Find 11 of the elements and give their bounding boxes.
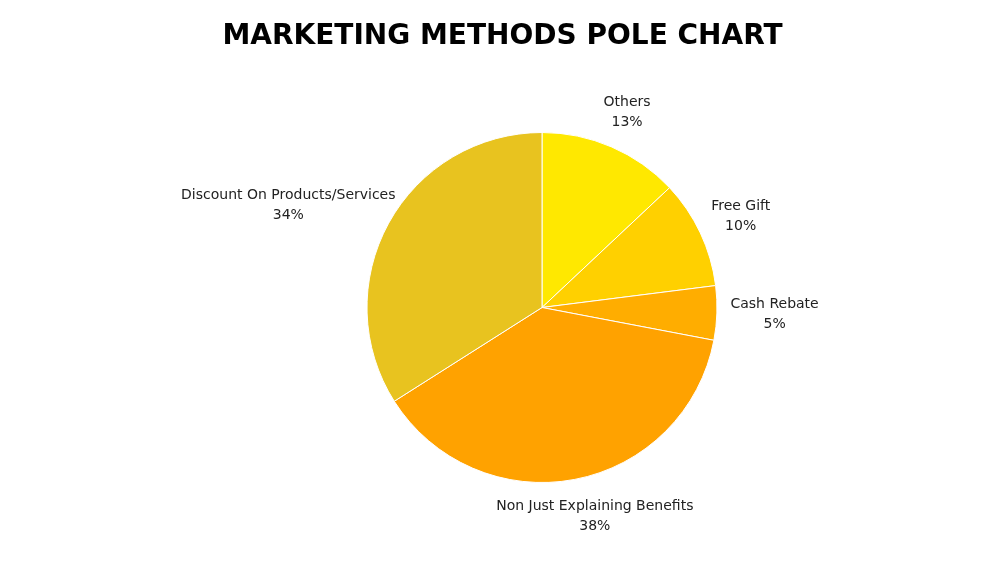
slice-label: Free Gift [711, 197, 771, 214]
slice-label: Others [603, 92, 651, 109]
data-label: 5% [763, 314, 786, 331]
slice-label: Non Just Explaining Benefits [496, 497, 694, 514]
data-label: 38% [579, 517, 611, 534]
data-label: 13% [611, 112, 643, 129]
slice-label: Discount On Products/Services [181, 185, 396, 202]
chart-title: MARKETING METHODS POLE CHART [221, 18, 784, 51]
data-label: 34% [272, 205, 304, 222]
data-label: 10% [725, 217, 757, 234]
slice-label: Cash Rebate [730, 294, 819, 311]
